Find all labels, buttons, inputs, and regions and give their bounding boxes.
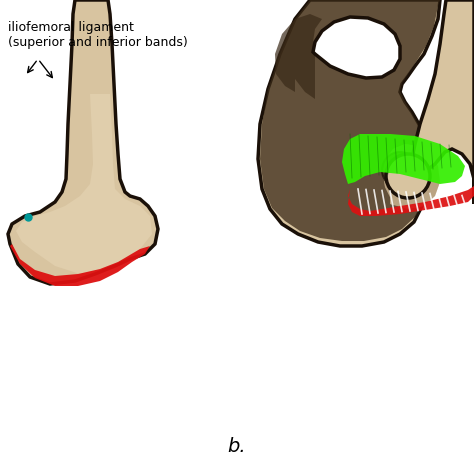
Circle shape [386, 154, 430, 198]
Text: b.: b. [228, 437, 246, 456]
Polygon shape [383, 144, 440, 209]
Polygon shape [16, 94, 152, 274]
Polygon shape [8, 0, 158, 284]
Polygon shape [348, 186, 474, 216]
Polygon shape [10, 244, 150, 286]
Text: iliofemoral ligament: iliofemoral ligament [8, 21, 134, 34]
Circle shape [382, 152, 418, 188]
Text: (superior and inferior bands): (superior and inferior bands) [8, 36, 188, 49]
Polygon shape [258, 0, 440, 246]
Polygon shape [342, 134, 465, 184]
Polygon shape [275, 14, 322, 99]
Polygon shape [383, 144, 440, 209]
Polygon shape [410, 0, 474, 204]
Polygon shape [260, 0, 440, 241]
Polygon shape [313, 17, 400, 78]
